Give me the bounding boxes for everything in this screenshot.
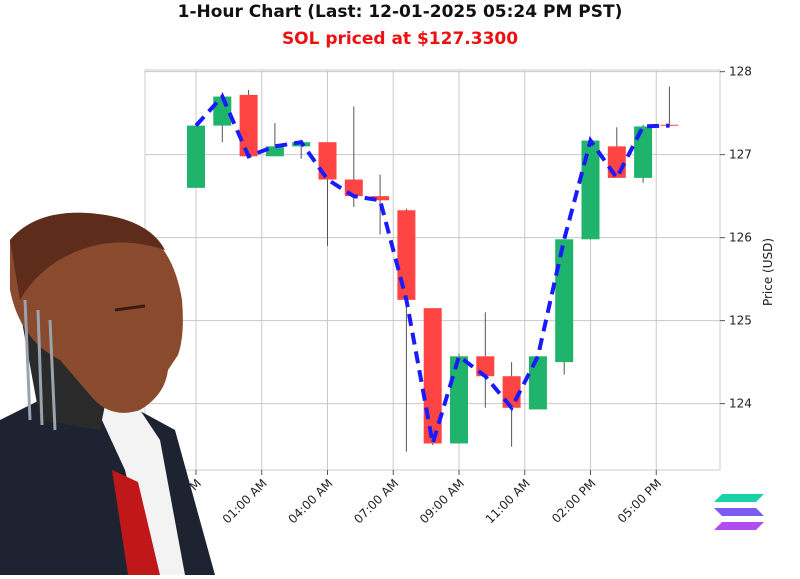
candle-body: [581, 140, 600, 240]
chart-subtitle: SOL priced at $127.3300: [282, 29, 518, 49]
chart-title: 1-Hour Chart (Last: 12-01-2025 05:24 PM …: [178, 2, 623, 22]
y-tick-label: 125: [729, 314, 752, 328]
candle-body: [397, 210, 416, 300]
candle-body: [660, 124, 679, 126]
candle-body: [528, 356, 547, 410]
x-tick-label: 11:00 AM: [483, 476, 533, 526]
candle-body: [371, 196, 390, 201]
candle-body: [555, 239, 574, 363]
x-tick-label: 02:00 PM: [549, 476, 598, 525]
x-tick-label: 01:00 AM: [220, 476, 270, 526]
x-tick-label: 09:00 AM: [417, 476, 467, 526]
candle-body: [239, 94, 258, 157]
solana-logo: [714, 494, 764, 530]
close-line: [194, 92, 670, 445]
y-tick-label: 128: [729, 65, 752, 79]
candle-body: [450, 356, 468, 444]
y-tick-label: 126: [729, 231, 752, 245]
y-tick-label: 127: [729, 148, 752, 162]
x-tick-label: 07:00 AM: [351, 476, 401, 526]
x-tick-label: 04:00 AM: [285, 476, 335, 526]
candle-body: [265, 146, 284, 157]
x-tick-label: 05:00 PM: [615, 476, 664, 525]
candle-body: [634, 126, 653, 178]
candle-body: [607, 146, 626, 178]
y-axis-label: Price (USD): [761, 238, 775, 306]
y-tick-label: 124: [729, 397, 752, 411]
illustration: [0, 212, 215, 575]
candle-body: [187, 125, 205, 188]
